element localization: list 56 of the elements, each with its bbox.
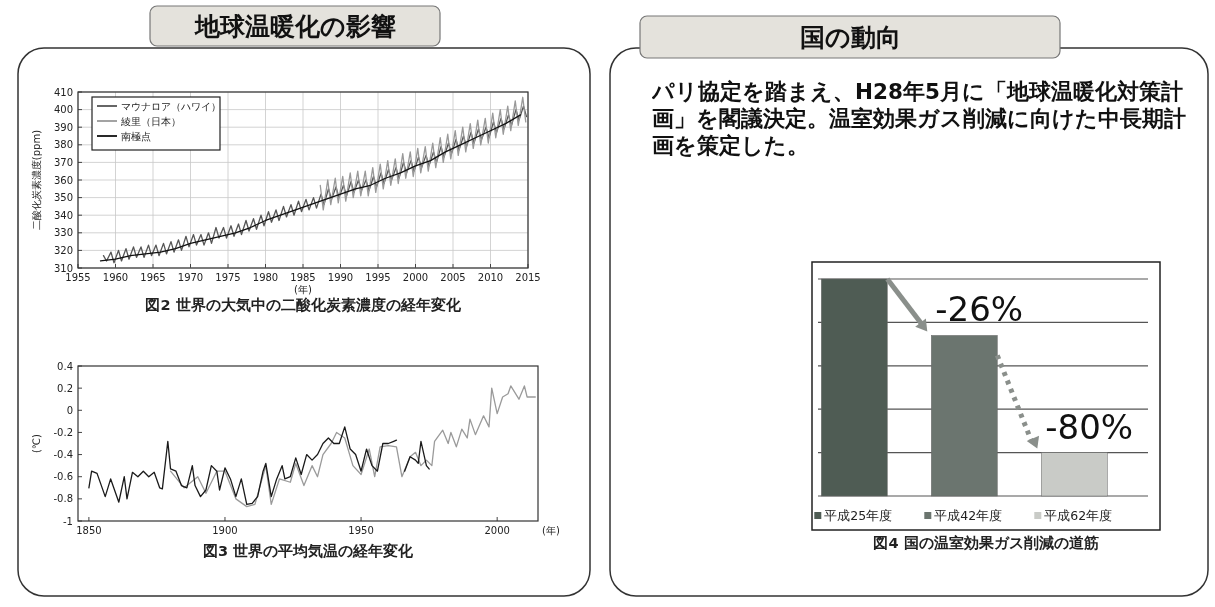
x-tick-label: 1970 (177, 272, 204, 283)
caption: 図3 世界の平均気温の経年変化 (202, 542, 415, 559)
text: 国の動向 (799, 23, 901, 52)
y-tick-label: 370 (53, 156, 73, 168)
annotation: -26% (935, 289, 1024, 330)
x-tick-label: 2015 (515, 272, 541, 283)
annotation: -80% (1045, 406, 1134, 447)
y-tick-label: 0.4 (57, 360, 73, 372)
y-axis-title: (℃) (31, 433, 42, 454)
y-tick-label: -0.4 (53, 449, 73, 461)
x-tick-label: 1960 (102, 272, 129, 283)
x-tick-label: 1975 (215, 272, 241, 283)
text: 地球温暖化の影響 (193, 12, 396, 41)
caption: 図4 国の温室効果ガス削減の道筋 (873, 534, 1099, 551)
x-tick-label: 2000 (402, 272, 429, 283)
x-tick-label: 平成42年度 (934, 508, 1003, 523)
y-tick-label: 390 (53, 121, 73, 133)
x-axis-title: (年) (294, 284, 312, 295)
x-tick-label: 2010 (477, 272, 504, 283)
x-tick-label: 1900 (212, 525, 238, 536)
legend-label: 綾里（日本） (120, 116, 181, 127)
y-tick-label: 330 (53, 227, 73, 239)
y-axis-title: 二酸化炭素濃度(ppm) (31, 129, 42, 231)
x-tick-label: 2005 (440, 272, 466, 283)
y-tick-label: 360 (53, 174, 73, 186)
x-tick-label: 1955 (65, 272, 91, 283)
x-tick-label: 1950 (348, 525, 374, 536)
y-tick-label: 400 (53, 104, 73, 116)
x-tick-label: 2000 (484, 525, 510, 536)
x-tick-label: 1995 (365, 272, 391, 283)
y-tick-label: 0.2 (57, 382, 73, 394)
caption: 図2 世界の大気中の二酸化炭素濃度の経年変化 (145, 296, 462, 313)
text: パリ協定を踏まえ、H28年5月に「地球温暖化対策計画」を閣議決定。温室効果ガス削減に向けた中長期計画を策定した。 (652, 78, 1187, 159)
y-tick-label: 350 (53, 192, 73, 204)
x-tick-label: 1965 (140, 272, 166, 283)
x-tick-label: 1850 (76, 525, 102, 536)
y-tick-label: -0.8 (53, 493, 73, 505)
x-tick-label: 平成25年度 (824, 508, 893, 523)
line-series (169, 385, 536, 508)
y-tick-label: -0.6 (53, 471, 73, 483)
y-tick-label: 410 (53, 86, 73, 98)
x-tick-label: 1980 (252, 272, 279, 283)
y-tick-label: -0.2 (53, 426, 73, 438)
x-tick-label: 平成62年度 (1044, 508, 1113, 523)
y-tick-label: 0 (66, 404, 73, 416)
legend-label: マウナロア（ハワイ） (121, 101, 221, 112)
legend-label: 南極点 (121, 131, 151, 142)
y-tick-label: 320 (53, 244, 73, 256)
line-series (319, 96, 527, 211)
y-tick-label: 310 (53, 262, 73, 274)
x-tick-label: 1990 (327, 272, 354, 283)
x-axis-title: (年) (542, 525, 560, 536)
y-tick-label: 340 (53, 209, 73, 221)
y-tick-label: -1 (63, 515, 73, 527)
y-tick-label: 380 (53, 139, 73, 151)
x-tick-label: 1985 (290, 272, 316, 283)
